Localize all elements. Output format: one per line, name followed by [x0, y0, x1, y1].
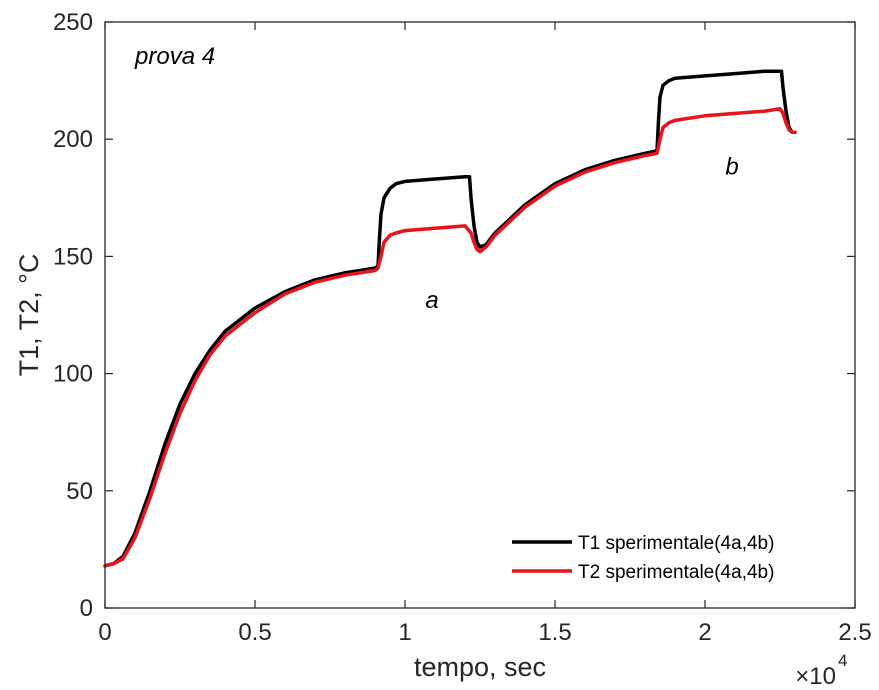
y-tick-label: 250: [53, 9, 93, 36]
y-tick-label: 200: [53, 126, 93, 153]
ticks-layer: 0 0.5 1 1.5 2 2.5 0 50 100 150 200 250: [53, 9, 872, 646]
x-tick-label: 0.5: [238, 619, 271, 646]
series-line-2: [103, 106, 797, 568]
annotation-1: prova 4: [134, 43, 215, 70]
x-tick-label: 2.5: [838, 619, 871, 646]
x-tick-label: 1.5: [538, 619, 571, 646]
y-tick-label: 50: [66, 478, 93, 505]
y-tick-label: 100: [53, 361, 93, 388]
series-layer: [103, 69, 797, 568]
annotation-3: b: [725, 153, 738, 180]
x-tick-label: 2: [698, 619, 711, 646]
annotation-layer: prova 4 a b: [134, 43, 739, 314]
x-axis-label: tempo, sec: [414, 652, 546, 682]
series-line-1: [103, 69, 797, 568]
plot-frame: [104, 21, 856, 609]
y-tick-label: 0: [80, 595, 93, 622]
x-multiplier-base: ×10: [795, 663, 836, 690]
x-axis-multiplier: ×10 4: [795, 651, 847, 690]
legend-label-t1: T1 sperimentale(4a,4b): [578, 533, 774, 554]
y-tick-label: 150: [53, 243, 93, 270]
y-axis-label: T1, T2, °C: [14, 254, 44, 377]
x-tick-label: 0: [98, 619, 111, 646]
x-multiplier-exponent: 4: [838, 651, 847, 670]
x-tick-label: 1: [398, 619, 411, 646]
annotation-2: a: [425, 287, 438, 314]
legend-label-t2: T2 sperimentale(4a,4b): [578, 562, 774, 583]
legend: T1 sperimentale(4a,4b) T2 sperimentale(4…: [512, 533, 774, 583]
